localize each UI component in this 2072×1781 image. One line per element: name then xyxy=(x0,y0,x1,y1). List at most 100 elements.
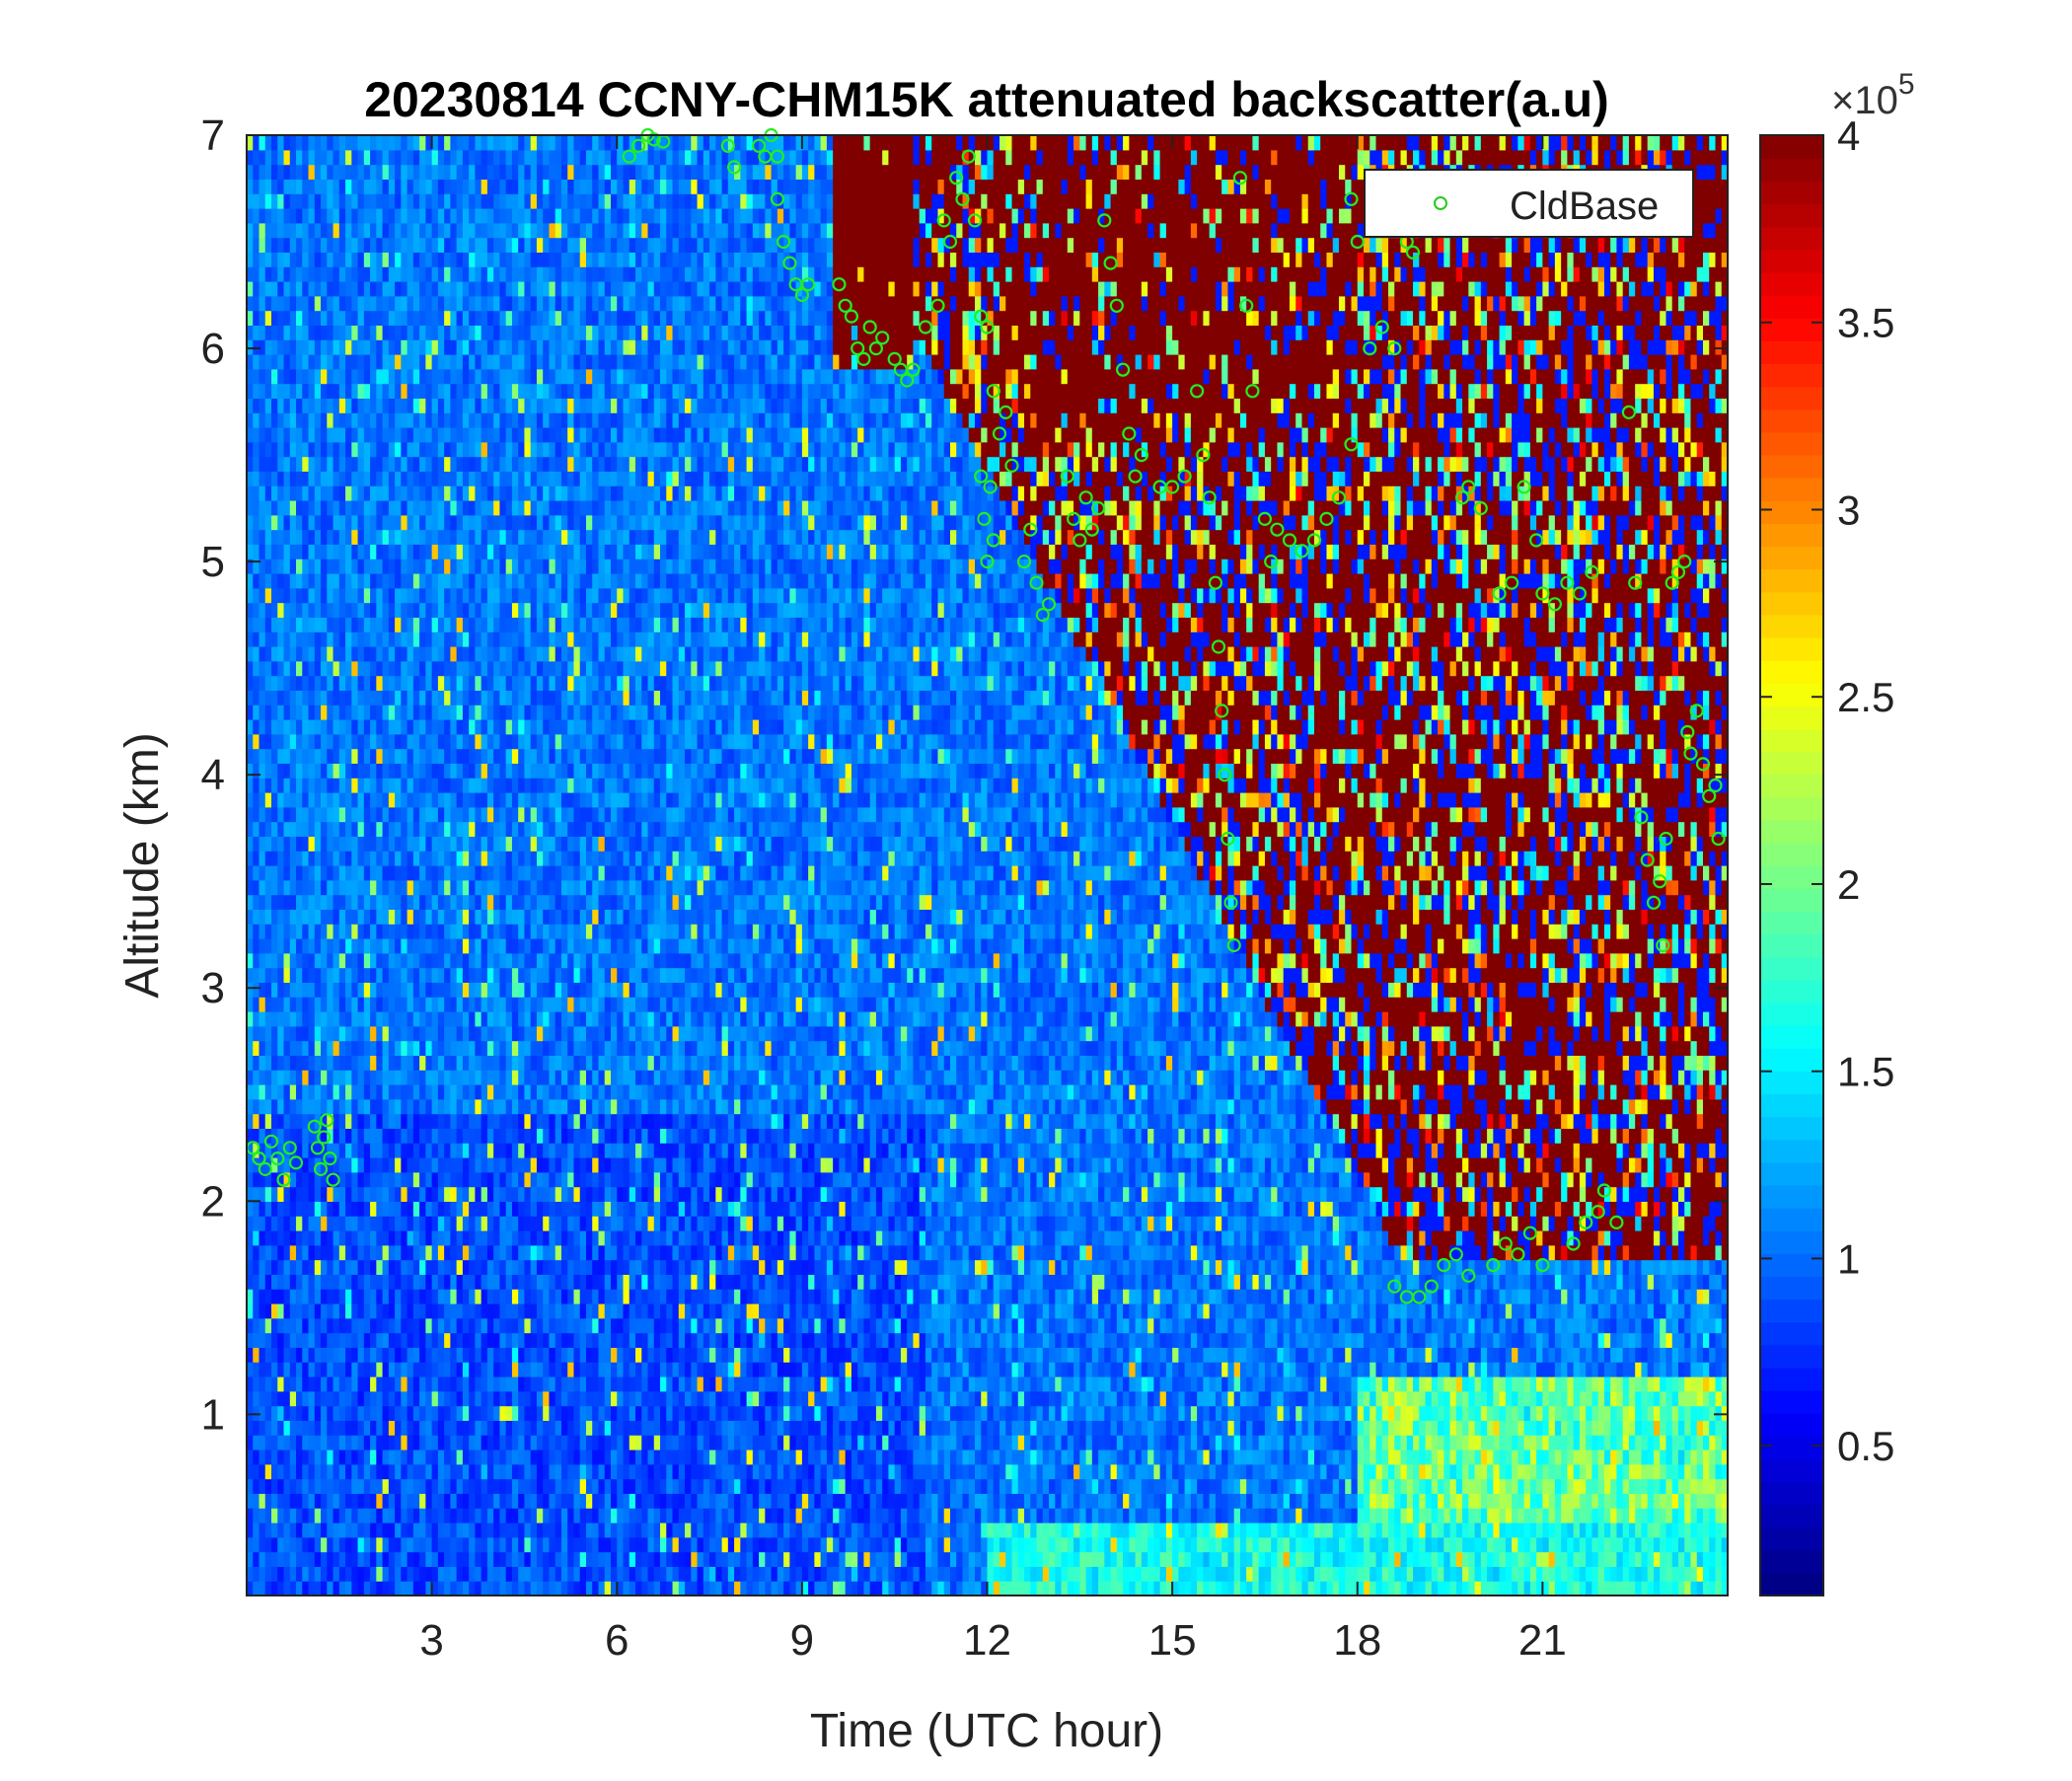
heatmap-cell xyxy=(444,909,451,924)
heatmap-cell xyxy=(438,705,445,719)
heatmap-cell xyxy=(364,412,371,427)
heatmap-cell xyxy=(487,427,494,442)
heatmap-cell xyxy=(463,369,470,384)
heatmap-cell xyxy=(531,968,538,983)
heatmap-cell xyxy=(358,1099,365,1114)
heatmap-cell xyxy=(302,354,309,369)
heatmap-cell xyxy=(259,997,266,1011)
heatmap-cell xyxy=(315,515,322,530)
heatmap-cell xyxy=(339,1376,346,1391)
heatmap-cell xyxy=(506,530,513,545)
heatmap-cell xyxy=(315,836,322,851)
heatmap-cell xyxy=(302,1318,309,1333)
heatmap-cell xyxy=(401,354,407,369)
heatmap-cell xyxy=(463,238,470,253)
heatmap-cell xyxy=(499,193,506,208)
heatmap-cell xyxy=(284,442,291,457)
heatmap-cell xyxy=(339,135,346,150)
heatmap-cell xyxy=(537,1566,544,1581)
heatmap-cell xyxy=(290,1055,297,1070)
heatmap-cell xyxy=(457,223,464,238)
heatmap-cell xyxy=(327,1201,333,1216)
heatmap-cell xyxy=(364,530,371,545)
heatmap-cell xyxy=(487,238,494,253)
heatmap-cell xyxy=(537,997,544,1011)
heatmap-cell xyxy=(364,266,371,281)
heatmap-cell xyxy=(457,1420,464,1435)
heatmap-cell xyxy=(401,500,407,515)
heatmap-cell xyxy=(265,734,272,749)
heatmap-cell xyxy=(315,398,322,412)
heatmap-cell xyxy=(376,690,383,705)
heatmap-cell xyxy=(432,1260,439,1275)
heatmap-cell xyxy=(518,1041,525,1056)
heatmap-cell xyxy=(537,179,544,193)
heatmap-cell xyxy=(395,1537,402,1552)
heatmap-cell xyxy=(531,1376,538,1391)
heatmap-cell xyxy=(457,953,464,968)
heatmap-cell xyxy=(345,558,352,573)
heatmap-cell xyxy=(370,1260,377,1275)
heatmap-cell xyxy=(425,165,432,180)
heatmap-cell xyxy=(376,339,383,354)
heatmap-cell xyxy=(537,603,544,618)
heatmap-cell xyxy=(395,982,402,997)
heatmap-cell xyxy=(475,1143,481,1157)
heatmap-cell xyxy=(253,1041,259,1056)
heatmap-cell xyxy=(506,150,513,165)
heatmap-cell xyxy=(457,792,464,807)
heatmap-cell xyxy=(512,1552,519,1567)
heatmap-cell xyxy=(531,193,538,208)
heatmap-cell xyxy=(277,1376,284,1391)
heatmap-cell xyxy=(401,515,407,530)
heatmap-cell xyxy=(259,938,266,953)
heatmap-cell xyxy=(265,617,272,631)
heatmap-cell xyxy=(463,1099,470,1114)
heatmap-cell xyxy=(259,792,266,807)
heatmap-cell xyxy=(444,573,451,588)
heatmap-cell xyxy=(309,749,316,764)
heatmap-cell xyxy=(265,398,272,412)
heatmap-cell xyxy=(499,457,506,472)
heatmap-cell xyxy=(524,646,531,661)
heatmap-cell xyxy=(506,749,513,764)
heatmap-cell xyxy=(531,398,538,412)
heatmap-cell xyxy=(321,880,328,895)
heatmap-cell xyxy=(475,1041,481,1056)
heatmap-cell xyxy=(481,953,488,968)
heatmap-cell xyxy=(364,1552,371,1567)
heatmap-cell xyxy=(481,909,488,924)
heatmap-cell xyxy=(296,1303,303,1318)
heatmap-cell xyxy=(321,719,328,734)
heatmap-cell xyxy=(259,763,266,778)
heatmap-cell xyxy=(358,909,365,924)
heatmap-cell xyxy=(376,384,383,399)
heatmap-cell xyxy=(537,515,544,530)
heatmap-cell xyxy=(457,1522,464,1537)
heatmap-cell xyxy=(315,719,322,734)
heatmap-cell xyxy=(481,1333,488,1348)
heatmap-cell xyxy=(499,1347,506,1362)
heatmap-cell xyxy=(345,427,352,442)
heatmap-cell xyxy=(481,734,488,749)
heatmap-cell xyxy=(531,895,538,910)
heatmap-cell xyxy=(481,807,488,822)
heatmap-cell xyxy=(321,325,328,339)
heatmap-cell xyxy=(401,749,407,764)
heatmap-cell xyxy=(537,865,544,880)
heatmap-cell xyxy=(364,1230,371,1245)
heatmap-cell xyxy=(457,369,464,384)
heatmap-cell xyxy=(438,1581,445,1595)
heatmap-cell xyxy=(450,1464,457,1479)
heatmap-cell xyxy=(389,968,396,983)
heatmap-cell xyxy=(370,573,377,588)
heatmap-cell xyxy=(457,1347,464,1362)
heatmap-cell xyxy=(327,603,333,618)
heatmap-cell xyxy=(339,719,346,734)
heatmap-cell xyxy=(524,1230,531,1245)
heatmap-cell xyxy=(327,325,333,339)
heatmap-cell xyxy=(351,734,358,749)
heatmap-cell xyxy=(463,281,470,296)
heatmap-cell xyxy=(487,1318,494,1333)
